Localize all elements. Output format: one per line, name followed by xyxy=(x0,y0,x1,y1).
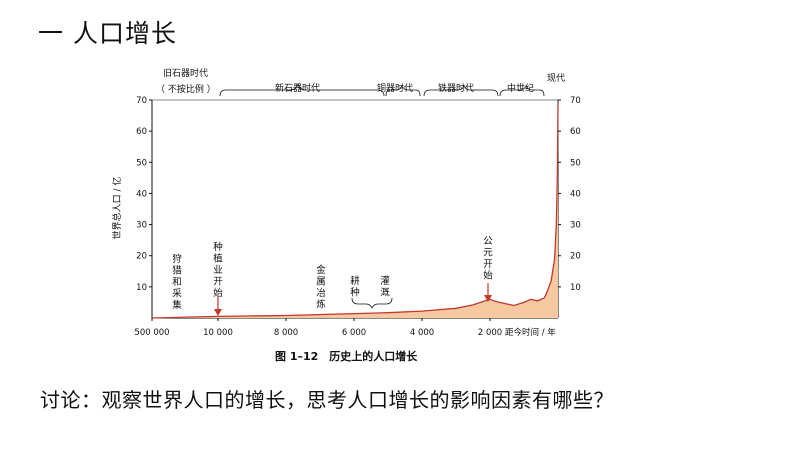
era-modern: 现代 xyxy=(547,73,565,84)
era-brace-iron xyxy=(423,85,499,97)
era-medieval: 中世纪 xyxy=(507,82,534,94)
annotation-hunting: 狩猎和采集 xyxy=(172,253,182,311)
y-ticks-right: 10 20 30 40 50 60 70 xyxy=(558,96,581,293)
annotation-planting: 种植业开始 xyxy=(213,241,223,299)
y-tick-right: 10 xyxy=(570,283,581,293)
era-neolithic: 新石器时代 xyxy=(275,82,320,94)
x-axis-label: 距今时间 / 年 xyxy=(505,327,556,338)
era-brace-neolithic xyxy=(219,82,385,97)
x-tick-label: 500 000 xyxy=(134,328,169,338)
era-iron: 铁器时代 xyxy=(438,82,474,94)
y-axis-label: 世界总人口 / 亿 xyxy=(111,177,123,240)
discussion-question: 讨论：观察世界人口的增长，思考人口增长的影响因素有哪些？ xyxy=(40,388,614,412)
annotation-irrigation: 灌溉 xyxy=(380,275,390,299)
ann-ad-text: 公元开始 xyxy=(483,236,493,282)
y-tick-right: 30 xyxy=(570,221,581,231)
x-tick-label: 4 000 xyxy=(410,328,434,338)
era-brace-medieval xyxy=(499,85,545,97)
ann-planting-text: 种植业开始 xyxy=(213,241,223,299)
y-tick-left: 30 xyxy=(136,221,147,231)
ann-hunting-text: 狩猎和采集 xyxy=(172,253,182,311)
y-tick-left: 10 xyxy=(136,283,147,293)
ann-irrigation-text: 灌溉 xyxy=(380,275,390,299)
y-tick-right: 40 xyxy=(570,189,581,199)
era-brace-bronze xyxy=(385,85,421,97)
y-tick-right: 70 xyxy=(570,96,581,106)
y-ticks-left: 10 20 30 40 50 60 70 xyxy=(136,96,152,293)
y-tick-left: 50 xyxy=(136,158,147,168)
y-tick-left: 40 xyxy=(136,189,147,199)
arrow-planting-head xyxy=(214,309,222,316)
y-tick-left: 70 xyxy=(136,96,147,106)
ann-metal-text: 金属冶炼 xyxy=(316,264,326,311)
era-bronze: 铜器时代 xyxy=(377,82,413,94)
annotation-ad: 公元开始 xyxy=(483,236,493,282)
population-line xyxy=(151,103,559,319)
figure-caption: 图 1–12 历史上的人口增长 xyxy=(275,349,418,363)
x-tick-label: 8 000 xyxy=(274,328,298,338)
arrow-ad-head xyxy=(484,295,492,302)
y-tick-right: 50 xyxy=(570,158,581,168)
slide-title: 一 人口增长 xyxy=(38,19,177,48)
annotation-metal: 金属冶炼 xyxy=(316,264,326,311)
ann-tilling-text: 耕种 xyxy=(350,275,360,299)
y-tick-left: 20 xyxy=(136,252,147,262)
y-tick-left: 60 xyxy=(136,127,147,137)
annotation-tilling: 耕种 xyxy=(350,275,360,299)
brace-agri xyxy=(351,297,393,309)
y-tick-right: 20 xyxy=(570,252,581,262)
x-tick-label: 6 000 xyxy=(342,328,366,338)
era-paleolithic-note: （ 不按比例 ） xyxy=(156,83,216,95)
era-paleolithic: 旧石器时代 xyxy=(163,67,208,79)
y-tick-right: 60 xyxy=(570,127,581,137)
x-ticks: 500 000 10 000 8 000 6 000 4 000 2 000 xyxy=(134,318,502,338)
x-tick-label: 10 000 xyxy=(203,328,233,338)
x-tick-label: 2 000 xyxy=(478,328,502,338)
